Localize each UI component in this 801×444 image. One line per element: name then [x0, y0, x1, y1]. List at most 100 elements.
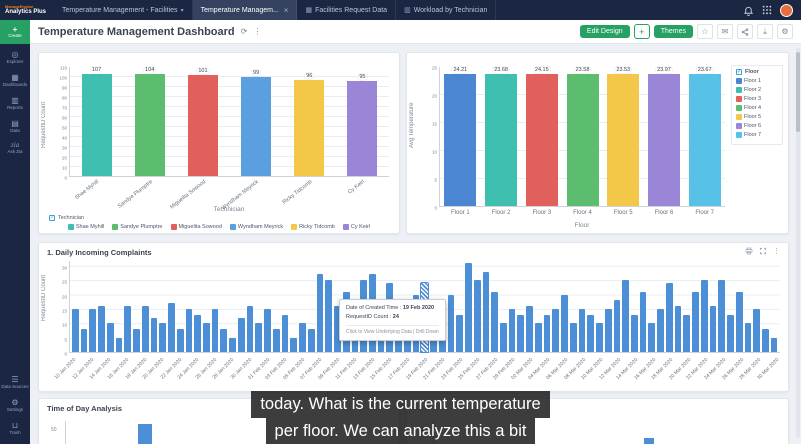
sidebar-item-data[interactable]: ▤ Data — [0, 116, 30, 139]
daily-bar[interactable] — [587, 314, 595, 352]
legend-item-floor-7[interactable]: Floor 7 — [736, 132, 778, 138]
daily-bar[interactable] — [770, 337, 778, 352]
legend-item-floor-2[interactable]: Floor 2 — [736, 87, 778, 93]
sidebar-item-trash[interactable]: ⊔ Trash — [0, 418, 30, 441]
legend-item-wyndham-meyrick[interactable]: Wyndham Meyrick — [229, 224, 283, 230]
daily-bar[interactable] — [543, 314, 551, 352]
floor-bar[interactable] — [607, 74, 640, 206]
daily-bar[interactable] — [98, 306, 105, 352]
user-avatar[interactable] — [780, 3, 793, 17]
bar[interactable] — [644, 438, 654, 444]
daily-bar[interactable] — [124, 306, 132, 352]
daily-bar[interactable] — [194, 314, 202, 352]
legend-item-floor-5[interactable]: Floor 5 — [736, 114, 778, 120]
close-tab-icon[interactable]: × — [283, 5, 289, 15]
daily-bar[interactable] — [648, 323, 656, 352]
daily-bar[interactable] — [203, 323, 210, 352]
daily-bar[interactable] — [526, 306, 533, 352]
themes-button[interactable]: Themes — [653, 25, 693, 38]
daily-bar[interactable] — [80, 329, 88, 352]
daily-bar[interactable] — [674, 306, 682, 352]
refresh-icon[interactable]: ⟳ — [240, 27, 248, 36]
daily-bar[interactable] — [561, 294, 568, 352]
legend-item-floor-3[interactable]: Floor 3 — [736, 96, 778, 102]
technician-bar[interactable] — [294, 80, 325, 176]
legend-item-floor-4[interactable]: Floor 4 — [736, 105, 778, 111]
legend-item-miguelita-sowood[interactable]: Miguelita Sowood — [170, 224, 222, 230]
add-widget-button[interactable]: + — [633, 24, 650, 39]
daily-bar[interactable] — [229, 337, 236, 352]
tab-temperature-management-facilities[interactable]: Temperature Management - Facilities ▾ — [54, 0, 193, 20]
daily-bar[interactable] — [744, 323, 752, 352]
daily-bar[interactable] — [264, 308, 271, 352]
create-button[interactable]: + Create — [0, 20, 30, 44]
daily-bar[interactable] — [89, 308, 97, 352]
daily-bar[interactable] — [517, 314, 525, 352]
tab-facilities-request-data[interactable]: ▦ Facilities Request Data — [297, 0, 397, 20]
daily-bar[interactable] — [639, 291, 647, 352]
daily-bar[interactable] — [709, 306, 717, 352]
favorite-star-icon[interactable]: ☆ — [697, 24, 713, 39]
floor-bar[interactable] — [647, 74, 680, 206]
kebab-menu-icon[interactable]: ⋮ — [773, 248, 780, 255]
sidebar-item-ask-zia[interactable]: zia Ask Zia — [0, 139, 30, 160]
daily-bar[interactable] — [735, 291, 743, 352]
daily-bar[interactable] — [491, 291, 498, 352]
daily-bar[interactable] — [307, 329, 315, 352]
daily-bar[interactable] — [499, 323, 507, 352]
daily-bar[interactable] — [482, 271, 490, 352]
daily-bar[interactable] — [578, 308, 586, 352]
daily-bar[interactable] — [534, 323, 542, 352]
tab-temperature-managem[interactable]: Temperature Managem... × — [192, 0, 298, 20]
daily-bar[interactable] — [657, 308, 664, 352]
daily-bar[interactable] — [299, 323, 306, 352]
daily-bar[interactable] — [762, 329, 769, 352]
legend-group-toggle[interactable]: Floor — [736, 69, 778, 75]
daily-bar[interactable] — [325, 280, 333, 352]
daily-bar[interactable] — [115, 337, 123, 352]
daily-bar[interactable] — [334, 306, 341, 352]
daily-bar[interactable] — [141, 306, 149, 352]
daily-bar[interactable] — [150, 317, 158, 352]
scrollbar-thumb[interactable] — [796, 52, 800, 132]
bar[interactable] — [138, 424, 152, 444]
legend-item-ricky-tidcomb[interactable]: Ricky Tidcomb — [291, 224, 335, 230]
settings-gear-icon[interactable]: ⚙ — [777, 24, 793, 39]
legend-item-floor-6[interactable]: Floor 6 — [736, 123, 778, 129]
daily-bar[interactable] — [753, 308, 761, 352]
floor-bar[interactable] — [688, 74, 721, 206]
daily-bar[interactable] — [255, 323, 263, 352]
share-icon[interactable] — [737, 24, 753, 39]
technician-bar[interactable] — [134, 74, 165, 176]
daily-bar[interactable] — [604, 308, 612, 352]
daily-bar[interactable] — [281, 314, 289, 352]
tooltip-drill-down-link[interactable]: Click to View Underlying Data | Drill Do… — [346, 324, 439, 337]
daily-bar[interactable] — [552, 308, 560, 352]
daily-bar[interactable] — [316, 274, 324, 352]
technician-bar[interactable] — [241, 77, 272, 176]
technician-bar[interactable] — [187, 75, 218, 176]
floor-bar[interactable] — [485, 74, 518, 206]
more-options-icon[interactable]: ⋮ — [253, 27, 262, 36]
daily-bar[interactable] — [211, 308, 219, 352]
notifications-bell-icon[interactable] — [743, 5, 754, 16]
legend-item-floor-1[interactable]: Floor 1 — [736, 78, 778, 84]
daily-bar[interactable] — [613, 300, 621, 352]
legend-item-shae-myhill[interactable]: Shae Myhill — [67, 224, 104, 230]
legend-item-sandye-plumptre[interactable]: Sandye Plumptre — [112, 224, 163, 230]
daily-bar[interactable] — [237, 317, 245, 352]
edit-design-button[interactable]: Edit Design — [579, 25, 630, 38]
floor-bar[interactable] — [444, 74, 477, 206]
legend-group-toggle[interactable]: Technician — [49, 215, 84, 221]
daily-bar[interactable] — [700, 280, 708, 352]
daily-bar[interactable] — [665, 283, 673, 352]
sidebar-item-dashboards[interactable]: ▦ Dashboards — [0, 70, 30, 93]
daily-bar[interactable] — [106, 323, 114, 352]
daily-bar[interactable] — [718, 280, 726, 352]
daily-bar[interactable] — [692, 291, 699, 352]
floor-bar[interactable] — [566, 74, 599, 206]
daily-bar[interactable] — [133, 329, 140, 352]
apps-grid-icon[interactable] — [762, 5, 772, 15]
sidebar-item-reports[interactable]: ▥ Reports — [0, 93, 30, 116]
print-icon[interactable] — [745, 247, 753, 255]
